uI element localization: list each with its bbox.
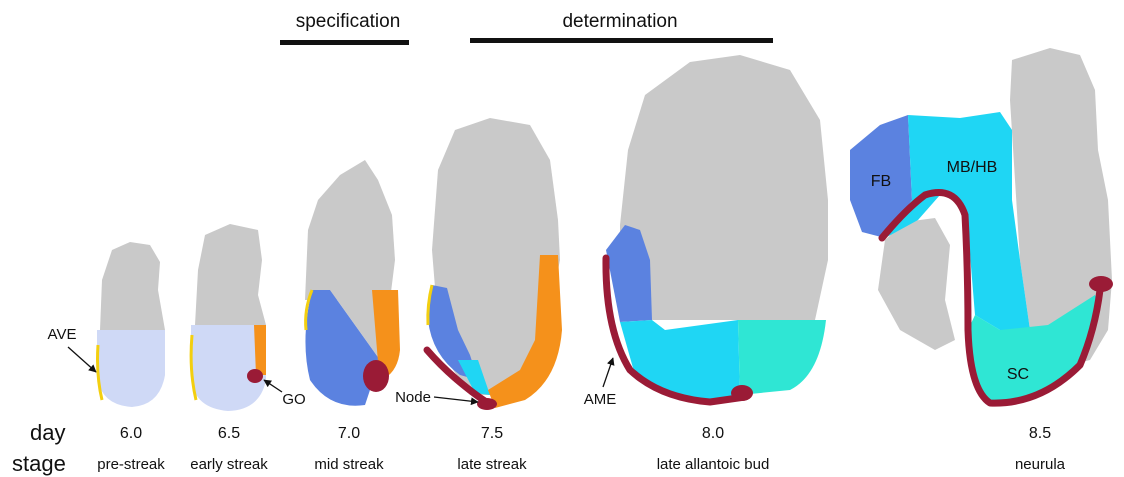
region-label: MB/HB (947, 159, 998, 176)
annotation: AME (584, 391, 617, 408)
stage-label: late allantoic bud (657, 456, 770, 473)
stage-rows: 6.0 pre-streak 6.5 early streak 7.0 mid strea… (97, 425, 1065, 473)
day-label: 6.0 (120, 425, 142, 442)
embryo (606, 55, 828, 402)
day-label: 7.0 (338, 425, 360, 442)
day-label: 7.5 (481, 425, 503, 442)
day-label: 8.5 (1029, 425, 1051, 442)
row-label: day (30, 420, 65, 445)
embryo (427, 118, 562, 410)
embryo (191, 224, 266, 411)
embryo (97, 242, 165, 407)
stage-label: neurula (1015, 456, 1066, 473)
diagram: specification determination (0, 0, 1124, 477)
day-label: 6.5 (218, 425, 240, 442)
stage-label: early streak (190, 456, 268, 473)
region-label: FB (871, 173, 891, 190)
row-label: stage (12, 451, 66, 476)
arrow (68, 347, 96, 372)
annotation: Node (395, 389, 431, 406)
annotation: GO (282, 391, 305, 408)
stage-label: mid streak (314, 456, 384, 473)
region-label: SC (1007, 366, 1029, 383)
arrow (603, 358, 613, 387)
phase-label: specification (296, 11, 401, 32)
day-label: 8.0 (702, 425, 724, 442)
embryo (305, 160, 400, 406)
phase-bar (470, 38, 773, 43)
stage-label: late streak (457, 456, 527, 473)
arrow (264, 380, 282, 392)
phase-bar (280, 40, 409, 45)
annotation: AVE (48, 326, 77, 343)
stage-label: pre-streak (97, 456, 165, 473)
phase-label: determination (562, 11, 677, 32)
arrow (434, 397, 478, 402)
embryo (850, 48, 1113, 403)
